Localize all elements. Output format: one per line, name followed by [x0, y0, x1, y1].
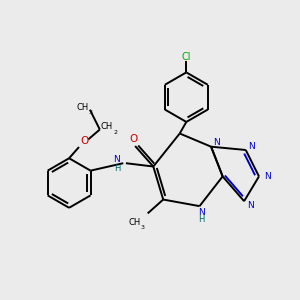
Text: N: N — [264, 172, 271, 181]
Text: Cl: Cl — [182, 52, 191, 62]
Text: 3: 3 — [89, 110, 93, 115]
Text: N: N — [247, 201, 254, 210]
Text: N: N — [213, 138, 219, 147]
Text: H: H — [114, 164, 120, 173]
Text: 3: 3 — [140, 225, 144, 230]
Text: CH: CH — [101, 122, 113, 131]
Text: CH: CH — [76, 103, 89, 112]
Text: H: H — [198, 215, 204, 224]
Text: N: N — [248, 142, 255, 151]
Text: N: N — [114, 155, 120, 164]
Text: N: N — [198, 208, 205, 217]
Text: O: O — [80, 136, 88, 146]
Text: CH: CH — [128, 218, 141, 227]
Text: O: O — [129, 134, 138, 144]
Text: 2: 2 — [113, 130, 117, 135]
